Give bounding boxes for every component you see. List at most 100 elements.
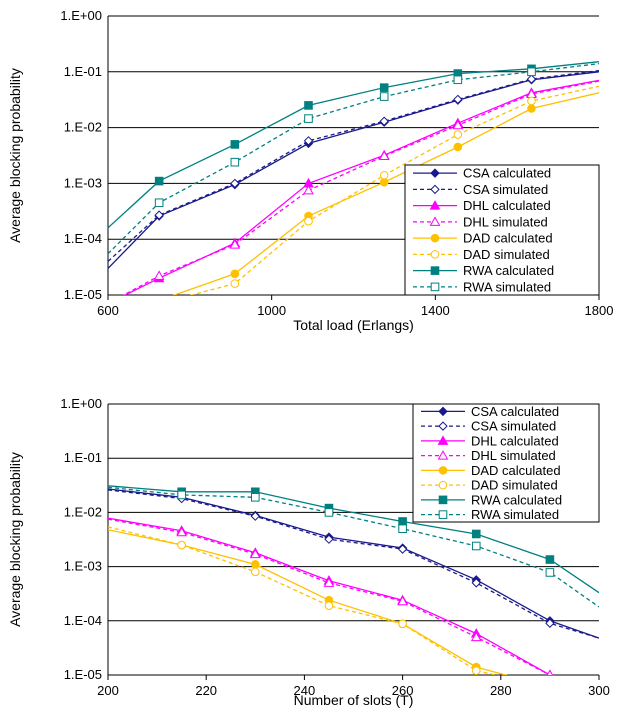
legend-entry: CSA simulated xyxy=(463,182,548,197)
plot-area xyxy=(108,485,599,691)
legend-entry: DHL calculated xyxy=(471,433,559,448)
data-point xyxy=(545,555,555,564)
data-point xyxy=(378,150,390,160)
y-tick-label: 1.E-05 xyxy=(64,667,102,682)
data-point xyxy=(546,683,554,691)
series-line-csa-simulated xyxy=(107,69,599,262)
data-point xyxy=(545,568,555,577)
data-point xyxy=(527,104,536,113)
data-point xyxy=(453,75,463,85)
data-point xyxy=(251,560,260,569)
data-point xyxy=(471,541,481,551)
data-point xyxy=(526,74,537,84)
data-point xyxy=(323,577,335,587)
legend-marker xyxy=(438,421,448,431)
blocking-vs-slots-chart: 1.E-05 1.E-04 1.E-03 1.E-02 1.E-01 1.E+00 200 2… xyxy=(7,396,610,708)
x-axis-label: Total load (Erlangs) xyxy=(293,317,414,333)
data-point xyxy=(471,529,481,539)
data-point xyxy=(324,601,334,610)
legend-marker xyxy=(438,495,448,505)
x-tick-label: 200 xyxy=(97,683,119,698)
legend-marker xyxy=(429,200,441,210)
series-line-dhl-simulated xyxy=(108,518,552,675)
series-line-dhl-simulated xyxy=(122,80,599,295)
x-tick-label: 300 xyxy=(588,683,610,698)
legend-marker xyxy=(430,282,440,292)
x-tick-label: 240 xyxy=(294,683,316,698)
series-line-dhl-calculated xyxy=(123,79,599,295)
x-tick-label: 1800 xyxy=(585,303,614,318)
data-point xyxy=(155,297,163,305)
legend-marker xyxy=(429,216,441,226)
legend-marker xyxy=(438,510,448,519)
data-point xyxy=(304,114,313,123)
data-point xyxy=(397,595,408,606)
series-line-dad-calculated xyxy=(172,92,599,295)
data-point xyxy=(379,116,389,126)
data-point xyxy=(177,540,186,550)
legend-entry: DHL simulated xyxy=(471,448,556,463)
y-tick-label: 1.E-02 xyxy=(64,504,102,519)
x-tick-label: 1400 xyxy=(421,303,450,318)
data-point xyxy=(397,544,408,554)
data-point xyxy=(452,119,464,130)
data-point xyxy=(229,239,241,249)
data-point xyxy=(230,269,240,279)
y-tick-label: 1.E+00 xyxy=(60,396,102,411)
x-tick-label: 260 xyxy=(392,683,414,698)
data-point xyxy=(398,517,407,526)
legend-entry: DAD simulated xyxy=(463,247,550,262)
data-point xyxy=(249,548,261,559)
legend-entry: CSA calculated xyxy=(463,166,551,181)
data-point xyxy=(154,198,164,208)
data-point xyxy=(453,142,463,152)
data-point xyxy=(527,96,536,106)
data-point xyxy=(470,631,482,642)
y-tick-label: 1.E-03 xyxy=(64,175,102,190)
legend-entry: RWA calculated xyxy=(463,263,554,278)
data-point xyxy=(230,279,240,288)
series-line-dad-calculated xyxy=(108,529,509,675)
data-point xyxy=(471,666,481,675)
data-point xyxy=(379,177,389,187)
y-axis-label: Average blocking probability xyxy=(7,452,23,627)
legend-marker xyxy=(430,168,440,178)
series-line-dad-simulated xyxy=(108,526,499,675)
data-point xyxy=(154,210,164,220)
data-point xyxy=(546,669,554,675)
legend-entry: DAD calculated xyxy=(463,231,553,246)
x-tick-label: 280 xyxy=(490,683,512,698)
legend-entry: DHL simulated xyxy=(463,214,548,229)
series-line-csa-calculated xyxy=(107,71,599,269)
y-tick-label: 1.E-04 xyxy=(64,613,102,628)
data-point xyxy=(303,136,314,146)
legend-marker xyxy=(430,266,440,275)
legend-marker xyxy=(430,233,440,243)
data-point xyxy=(304,216,313,226)
data-point xyxy=(545,618,555,628)
y-tick-label: 1.E-05 xyxy=(64,287,102,302)
data-point xyxy=(453,94,463,105)
data-point xyxy=(230,140,240,149)
data-point xyxy=(546,683,554,691)
y-tick-label: 1.E-03 xyxy=(64,559,102,574)
legend-entry: DAD calculated xyxy=(471,463,561,478)
series-line-rwa-simulated xyxy=(107,62,599,255)
series-line-rwa-simulated xyxy=(108,486,599,608)
legend-marker xyxy=(438,466,448,475)
data-point xyxy=(471,578,481,588)
data-point xyxy=(453,130,463,139)
data-point xyxy=(176,526,188,537)
y-tick-label: 1.E-02 xyxy=(64,120,102,135)
data-point xyxy=(153,270,165,280)
legend-entry: RWA calculated xyxy=(471,492,562,507)
series-line-csa-calculated xyxy=(108,488,599,639)
data-point xyxy=(379,92,389,101)
y-tick-label: 1.E+00 xyxy=(60,8,102,23)
data-point xyxy=(250,511,261,521)
y-tick-label: 1.E-01 xyxy=(64,450,102,465)
legend-entry: RWA simulated xyxy=(463,279,551,294)
